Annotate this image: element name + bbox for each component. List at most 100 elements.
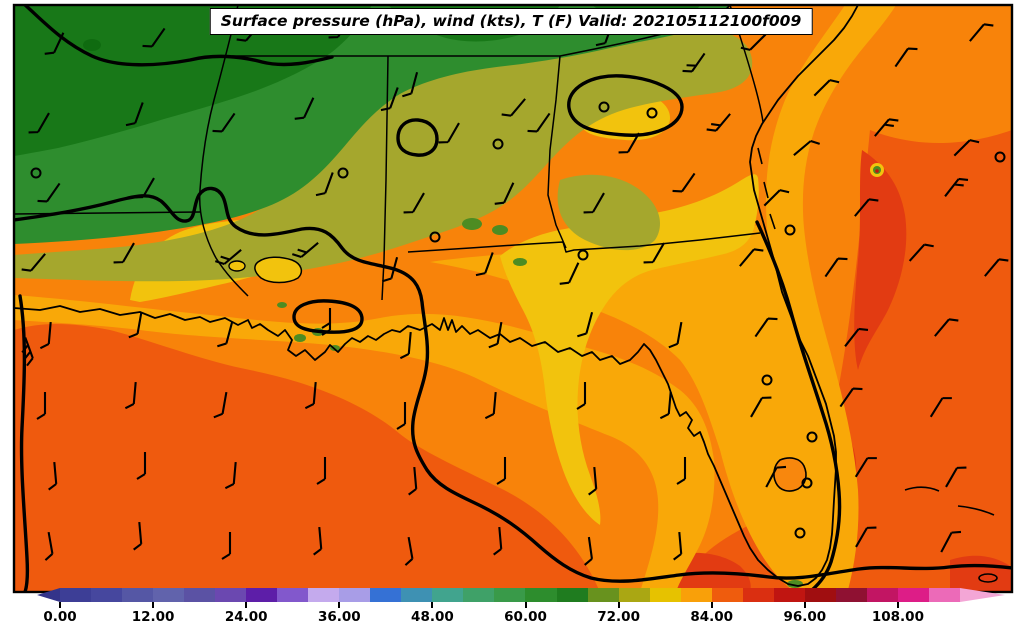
wind-barb — [396, 402, 407, 430]
wind-barb — [315, 172, 334, 197]
colorbar-tick-mark — [710, 602, 713, 608]
colorbar-tick-mark — [617, 602, 620, 608]
wind-barb — [484, 391, 497, 420]
contour-northwest — [22, 5, 334, 67]
wind-barb — [793, 140, 821, 156]
wind-barb — [854, 457, 877, 478]
wind-barb — [855, 526, 877, 548]
wind-barb — [128, 311, 143, 339]
wind-barb — [908, 243, 934, 262]
wind-barb — [750, 396, 772, 418]
wind-barb — [21, 253, 46, 272]
wind-barb — [682, 52, 706, 73]
temp-band-amber-coast — [14, 295, 715, 592]
calm-wind-circle — [794, 527, 806, 539]
calm-wind-circle — [761, 374, 773, 386]
wind-barb — [402, 72, 419, 98]
colorbar-segment — [184, 588, 216, 602]
wind-barb — [754, 317, 778, 338]
colorbar-segment — [866, 588, 898, 602]
wind-barb — [403, 192, 425, 214]
temp-patch-darkgreen-nw — [14, 5, 372, 156]
wind-barb — [37, 182, 61, 203]
calm-wind-circle — [337, 167, 349, 179]
wind-barb — [133, 177, 155, 199]
calm-wind-circle — [784, 224, 796, 236]
wind-barb — [813, 79, 840, 97]
colorbar-segment — [91, 588, 123, 602]
colorbar-segment — [60, 588, 92, 602]
wind-barb — [21, 337, 34, 367]
colorbar-tick-label: 60.00 — [504, 609, 547, 625]
colorbar-segment — [463, 588, 495, 602]
colorbar-tick-mark — [803, 602, 806, 608]
wind-barb — [313, 526, 323, 556]
colorbar-tick-mark — [59, 602, 61, 608]
lake-maurepas — [228, 260, 246, 272]
calm-wind-circle — [806, 431, 818, 443]
calm-wind-circle — [598, 101, 610, 113]
wind-barb — [576, 382, 587, 410]
colorbar-segment — [835, 588, 867, 602]
wind-barb — [659, 391, 672, 420]
wind-barb — [48, 461, 58, 491]
islands — [757, 147, 998, 583]
wind-barb — [673, 531, 683, 561]
colorbar-segment — [525, 588, 557, 602]
colorbar-segment — [246, 588, 278, 602]
temp-spot-darker-green — [83, 39, 101, 51]
coastline-path — [14, 5, 859, 587]
calm-wind-circle — [994, 151, 1006, 163]
wind-barb — [740, 33, 767, 51]
temp-band-olive — [14, 27, 753, 282]
colorbar-body — [60, 588, 960, 602]
temp-patch-gold-ga-fl — [500, 174, 759, 525]
wind-barb — [136, 452, 147, 480]
wind-barb — [854, 198, 879, 217]
wind-barb — [929, 397, 952, 418]
border-al-ga — [547, 55, 567, 249]
wind-barb — [404, 536, 414, 566]
colorbar-tick-label: 0.00 — [43, 609, 77, 625]
wind-barb — [224, 461, 237, 490]
contour-closed-georgia — [567, 74, 684, 137]
wind-barb — [217, 322, 234, 348]
wind-barb — [739, 248, 764, 267]
lake-okeechobee — [773, 457, 807, 492]
state-borders — [14, 5, 764, 301]
colorbar-segment — [897, 588, 929, 602]
wind-barb — [618, 132, 640, 154]
wind-barb — [291, 242, 319, 258]
border-ar-la — [14, 211, 201, 215]
wind-barbs-layer — [21, 17, 1009, 566]
calm-wind-circle — [801, 477, 813, 489]
colorbar-tick-label: 72.00 — [597, 609, 640, 625]
colorbar-segment — [711, 588, 743, 602]
wind-barb — [125, 102, 144, 127]
wind-barb — [113, 242, 135, 264]
map-title-text: Surface pressure (hPa), wind (kts), T (F… — [220, 12, 802, 30]
wind-barb — [221, 532, 232, 560]
anomaly-spot — [870, 163, 884, 177]
calm-wind-circle — [429, 231, 441, 243]
wind-barb — [321, 308, 332, 336]
colorbar-right-arrow — [960, 588, 1005, 602]
wind-barb — [493, 526, 503, 556]
wind-barb — [294, 97, 315, 120]
wind-barb — [934, 318, 959, 337]
wind-barb — [824, 257, 848, 278]
colorbar-tick-mark — [896, 602, 899, 608]
wind-barb — [124, 381, 137, 410]
wind-barb — [584, 536, 593, 566]
colorbar-segment — [649, 588, 681, 602]
colorbar-tick-label: 12.00 — [131, 609, 175, 625]
calm-wind-circle — [30, 167, 42, 179]
wind-barb — [839, 387, 863, 408]
colorbar-tick-mark — [524, 602, 527, 608]
lake-pontchartrain — [254, 256, 303, 284]
contour-florida-east-coast — [755, 220, 842, 592]
colorbar-segment — [804, 588, 836, 602]
wind-barb — [213, 391, 228, 419]
wind-barb — [212, 112, 236, 133]
